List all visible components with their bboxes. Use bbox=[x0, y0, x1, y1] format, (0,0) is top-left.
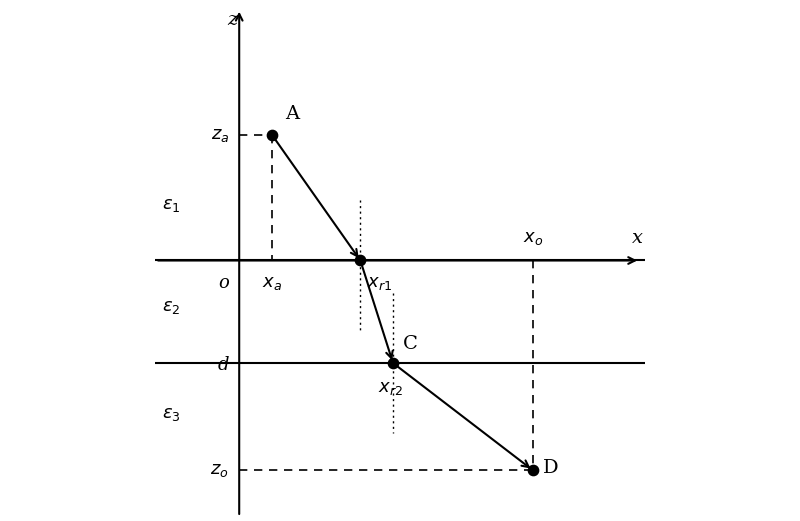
Text: A: A bbox=[285, 105, 299, 123]
Text: x: x bbox=[632, 229, 643, 247]
Text: C: C bbox=[403, 335, 418, 353]
Text: $x_o$: $x_o$ bbox=[522, 229, 543, 246]
Text: $x_{r2}$: $x_{r2}$ bbox=[378, 379, 403, 398]
Text: $z_a$: $z_a$ bbox=[210, 126, 229, 144]
Point bbox=[386, 359, 399, 367]
Text: d: d bbox=[218, 356, 229, 375]
Text: $\varepsilon_1$: $\varepsilon_1$ bbox=[162, 195, 181, 214]
Point bbox=[354, 256, 366, 265]
Point bbox=[266, 130, 278, 139]
Text: z: z bbox=[227, 11, 238, 29]
Text: $z_o$: $z_o$ bbox=[210, 461, 229, 479]
Text: $\varepsilon_3$: $\varepsilon_3$ bbox=[162, 405, 181, 423]
Text: $x_a$: $x_a$ bbox=[262, 274, 282, 292]
Text: $\varepsilon_2$: $\varepsilon_2$ bbox=[162, 298, 181, 316]
Text: o: o bbox=[218, 274, 229, 292]
Text: $x_{r1}$: $x_{r1}$ bbox=[367, 274, 393, 292]
Point bbox=[526, 466, 539, 475]
Text: D: D bbox=[543, 459, 558, 477]
